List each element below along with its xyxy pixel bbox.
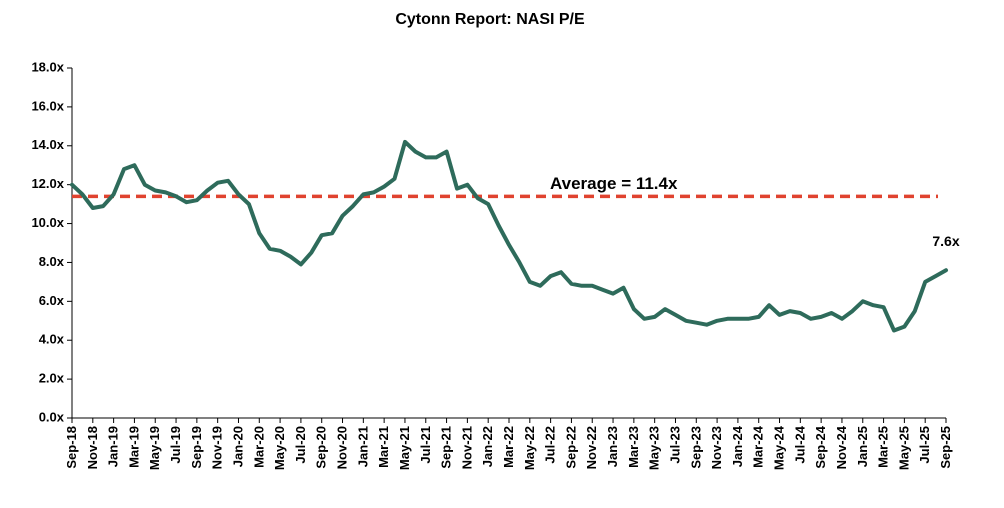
x-tick-label: Nov-23 — [709, 426, 724, 469]
x-tick-label: Jan-20 — [230, 426, 245, 467]
y-tick-label: 0.0x — [39, 409, 65, 424]
x-tick-label: Jan-23 — [605, 426, 620, 467]
x-tick-label: Mar-25 — [876, 426, 891, 468]
x-tick-label: Mar-22 — [501, 426, 516, 468]
x-tick-label: Mar-19 — [126, 426, 141, 468]
line — [70, 139, 948, 333]
x-tick-label: Jul-24 — [792, 425, 807, 463]
y-tick-label: 8.0x — [39, 254, 65, 269]
value-label: 7.6x — [932, 233, 959, 249]
y-tick-label: 10.0x — [31, 215, 64, 230]
x-tick-label: May-23 — [647, 426, 662, 470]
y-tick-label: 12.0x — [31, 176, 64, 191]
y-tick-label: 6.0x — [39, 293, 65, 308]
x-tick-label: Nov-20 — [335, 426, 350, 469]
x-tick-label: Mar-21 — [376, 426, 391, 468]
x-tick-label: Mar-23 — [626, 426, 641, 468]
x-tick-label: Sep-22 — [563, 426, 578, 469]
x-tick-label: May-22 — [522, 426, 537, 470]
y-tick-label: 2.0x — [39, 371, 65, 386]
x-tick-label: Nov-18 — [85, 426, 100, 469]
x-tick-label: Jan-24 — [730, 425, 745, 467]
x-tick-label: May-21 — [397, 426, 412, 470]
x-tick-label: Jul-20 — [293, 426, 308, 464]
x-tick-label: May-24 — [772, 425, 787, 470]
x-tick-label: Nov-19 — [210, 426, 225, 469]
x-tick-label: May-20 — [272, 426, 287, 470]
x-tick-label: Jul-19 — [168, 426, 183, 464]
x-tick-label: Sep-21 — [439, 426, 454, 469]
x-tick-label: May-25 — [896, 426, 911, 470]
y-tick-label: 14.0x — [31, 137, 64, 152]
x-tick-label: Jan-25 — [855, 426, 870, 467]
x-tick-label: Nov-21 — [459, 426, 474, 469]
x-tick-label: Nov-24 — [834, 425, 849, 469]
chart-title: Cytonn Report: NASI P/E — [395, 11, 585, 28]
x-tick-label: Jul-22 — [543, 426, 558, 464]
x-tick-label: Nov-22 — [584, 426, 599, 469]
x-tick-label: Jul-23 — [667, 426, 682, 464]
average-label: Average = 11.4x — [550, 174, 678, 193]
x-tick-label: Sep-25 — [938, 426, 953, 469]
x-tick-label: Jan-22 — [480, 426, 495, 467]
x-tick-label: Jan-19 — [106, 426, 121, 467]
x-tick-label: Mar-24 — [751, 425, 766, 468]
x-tick-label: Sep-19 — [189, 426, 204, 469]
x-tick-label: Jul-25 — [917, 426, 932, 464]
x-tick-label: Sep-23 — [688, 426, 703, 469]
x-tick-label: Jul-21 — [418, 426, 433, 464]
x-tick-label: Sep-20 — [314, 426, 329, 469]
y-tick-label: 18.0x — [31, 59, 64, 74]
x-tick-label: Jan-21 — [355, 426, 370, 467]
x-tick-label: Sep-18 — [64, 426, 79, 469]
x-tick-label: May-19 — [147, 426, 162, 470]
x-tick-label: Sep-24 — [813, 425, 828, 468]
y-tick-label: 16.0x — [31, 98, 64, 113]
y-tick-label: 4.0x — [39, 332, 65, 347]
x-tick-label: Mar-20 — [251, 426, 266, 468]
